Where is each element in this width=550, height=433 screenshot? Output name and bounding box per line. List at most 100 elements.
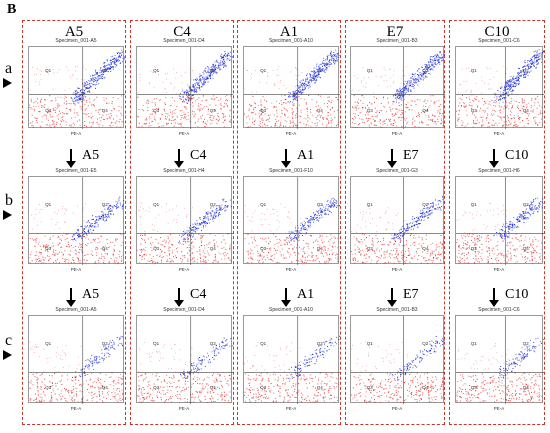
event-dot xyxy=(369,102,371,104)
event-dot xyxy=(338,339,340,341)
event-dot xyxy=(66,259,68,261)
event-dot xyxy=(155,113,157,115)
event-dot xyxy=(184,238,186,240)
event-dot xyxy=(189,235,191,237)
event-dot xyxy=(321,216,323,218)
event-dot xyxy=(180,96,182,98)
event-dot xyxy=(91,218,93,220)
event-dot xyxy=(286,87,288,89)
event-dot xyxy=(292,94,294,96)
event-dot xyxy=(297,90,299,92)
event-dot xyxy=(38,243,40,245)
event-dot xyxy=(432,95,434,97)
event-dot xyxy=(435,100,437,102)
event-dot xyxy=(338,55,340,57)
event-dot xyxy=(270,214,272,215)
event-dot xyxy=(196,78,198,80)
event-dot xyxy=(45,244,47,246)
event-dot xyxy=(188,97,190,99)
event-dot xyxy=(53,253,55,255)
event-dot xyxy=(307,224,309,226)
event-dot xyxy=(116,207,118,209)
event-dot xyxy=(308,94,310,96)
event-dot xyxy=(180,125,182,127)
event-dot xyxy=(305,84,307,86)
event-dot xyxy=(326,260,328,262)
event-dot xyxy=(392,113,394,115)
event-dot xyxy=(293,97,295,99)
event-dot xyxy=(315,260,317,262)
event-dot xyxy=(34,81,36,83)
event-dot xyxy=(214,244,216,246)
event-dot xyxy=(137,249,139,251)
event-dot xyxy=(157,261,159,263)
event-dot xyxy=(298,367,300,369)
event-dot xyxy=(321,380,323,382)
event-dot xyxy=(337,247,339,249)
event-dot xyxy=(210,71,212,73)
event-dot xyxy=(97,379,99,381)
event-dot xyxy=(210,72,212,74)
event-dot xyxy=(115,204,117,206)
event-dot xyxy=(98,126,100,128)
event-dot xyxy=(98,261,100,263)
event-dot xyxy=(264,107,266,109)
event-dot xyxy=(107,214,109,216)
event-dot xyxy=(375,75,377,77)
event-dot xyxy=(51,99,53,101)
event-dot xyxy=(316,400,318,402)
event-dot xyxy=(91,122,93,124)
event-dot xyxy=(193,91,195,93)
event-dot xyxy=(184,256,186,258)
event-dot xyxy=(263,123,265,125)
event-dot xyxy=(354,123,356,125)
row-label-c: c xyxy=(5,332,13,349)
event-dot xyxy=(319,372,321,374)
event-dot xyxy=(356,101,358,103)
event-dot xyxy=(104,70,106,72)
event-dot xyxy=(100,67,102,69)
event-dot xyxy=(88,230,90,232)
event-dot xyxy=(81,226,83,228)
event-dot xyxy=(230,237,232,239)
event-dot xyxy=(368,124,370,126)
event-dot xyxy=(183,99,185,101)
event-dot xyxy=(265,119,267,121)
event-dot xyxy=(325,249,327,251)
event-dot xyxy=(362,107,364,109)
event-dot xyxy=(336,205,338,207)
event-dot xyxy=(292,91,294,93)
event-dot xyxy=(85,203,86,204)
event-dot xyxy=(258,260,260,262)
event-dot xyxy=(111,392,113,394)
event-dot xyxy=(187,371,189,373)
event-dot xyxy=(105,348,107,350)
event-dot xyxy=(331,57,333,59)
event-dot xyxy=(275,401,277,403)
event-dot xyxy=(314,260,316,262)
event-dot xyxy=(171,116,173,118)
event-dot xyxy=(357,115,359,117)
event-dot xyxy=(304,227,306,229)
event-dot xyxy=(334,237,336,239)
event-dot xyxy=(330,376,332,378)
event-dot xyxy=(376,114,378,116)
event-dot xyxy=(46,124,48,126)
event-dot xyxy=(326,349,328,351)
event-dot xyxy=(199,246,201,248)
event-dot xyxy=(189,371,191,373)
event-dot xyxy=(118,52,120,54)
event-dot xyxy=(221,204,223,206)
event-dot xyxy=(87,253,89,255)
event-dot xyxy=(244,113,246,115)
event-dot xyxy=(96,249,98,251)
event-dot xyxy=(89,75,91,77)
event-dot xyxy=(320,210,322,212)
event-dot xyxy=(62,257,64,259)
event-dot xyxy=(292,116,294,118)
event-dot xyxy=(274,244,276,246)
event-dot xyxy=(317,392,319,394)
event-dot xyxy=(112,380,114,382)
event-dot xyxy=(100,387,102,389)
event-dot xyxy=(300,230,302,232)
